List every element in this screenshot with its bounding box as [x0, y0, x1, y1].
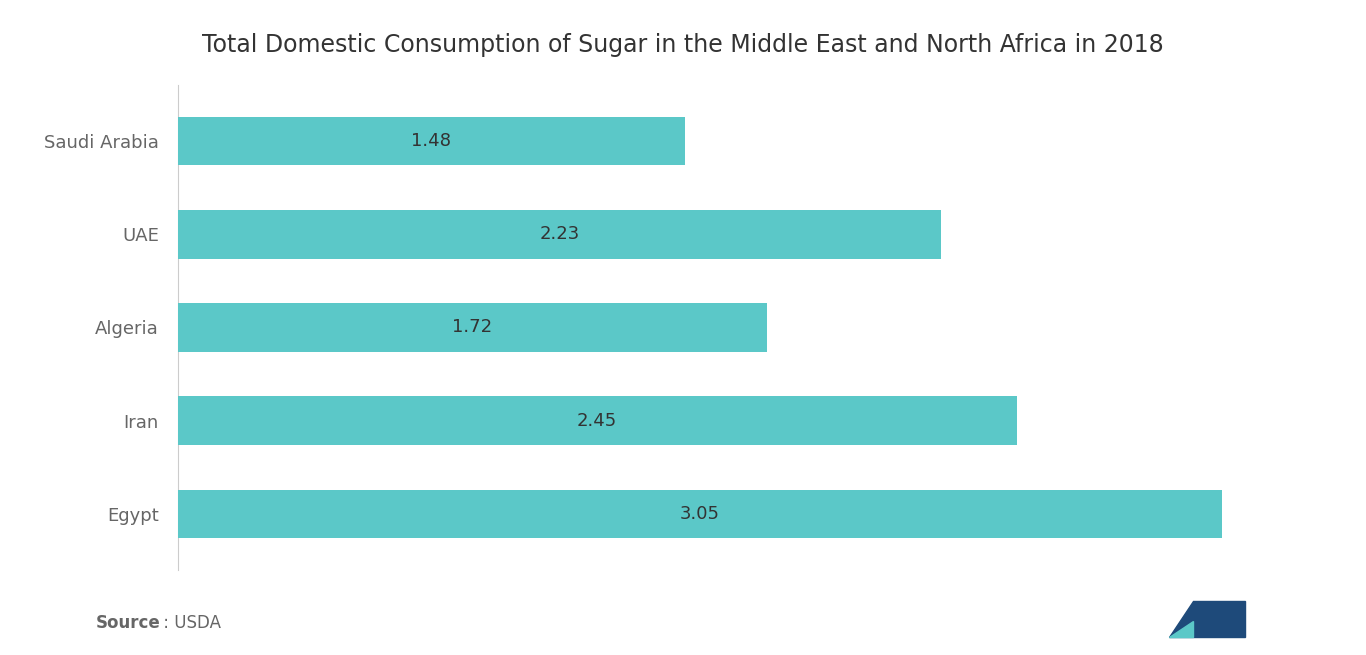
Bar — [178, 117, 684, 165]
Text: 3.05: 3.05 — [680, 505, 720, 523]
Bar — [178, 210, 941, 259]
Text: 1.72: 1.72 — [452, 318, 492, 337]
Text: Source: Source — [96, 614, 160, 632]
Bar — [178, 396, 1016, 445]
Text: 2.23: 2.23 — [540, 225, 579, 243]
Bar — [178, 303, 766, 352]
Text: 2.45: 2.45 — [576, 412, 617, 430]
Text: 1.48: 1.48 — [411, 132, 451, 150]
Text: Total Domestic Consumption of Sugar in the Middle East and North Africa in 2018: Total Domestic Consumption of Sugar in t… — [202, 33, 1164, 57]
Text: : USDA: : USDA — [158, 614, 221, 632]
Bar — [178, 490, 1223, 538]
Polygon shape — [1169, 621, 1193, 637]
Polygon shape — [1169, 601, 1246, 637]
